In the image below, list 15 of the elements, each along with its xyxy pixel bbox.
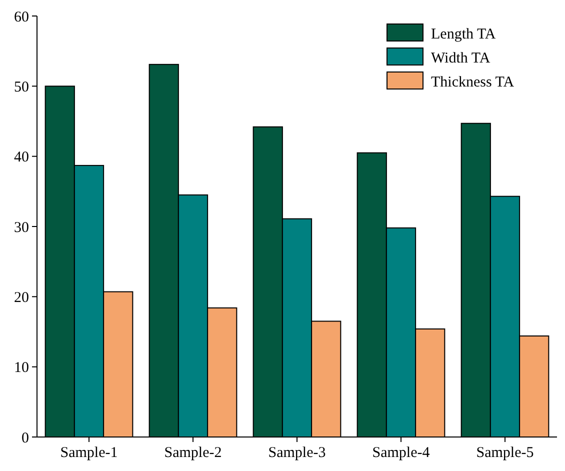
legend-label: Length TA [431, 26, 496, 42]
y-tick-label: 50 [14, 79, 29, 96]
y-tick-label: 40 [14, 150, 29, 166]
x-tick-label: Sample-4 [372, 445, 430, 461]
x-tick-label: Sample-1 [60, 445, 118, 461]
y-tick-label: 60 [14, 9, 29, 26]
legend-label: Thickness TA [431, 74, 514, 90]
y-tick-label: 30 [14, 220, 29, 236]
y-tick-label: 20 [14, 290, 29, 306]
x-tick-label: Sample-3 [268, 445, 326, 461]
legend-label: Width TA [431, 50, 490, 66]
x-tick-label: Sample-5 [476, 445, 534, 461]
y-tick-label: 10 [14, 360, 29, 376]
y-tick-label: 0 [22, 430, 29, 446]
x-tick-label: Sample-2 [164, 445, 222, 461]
